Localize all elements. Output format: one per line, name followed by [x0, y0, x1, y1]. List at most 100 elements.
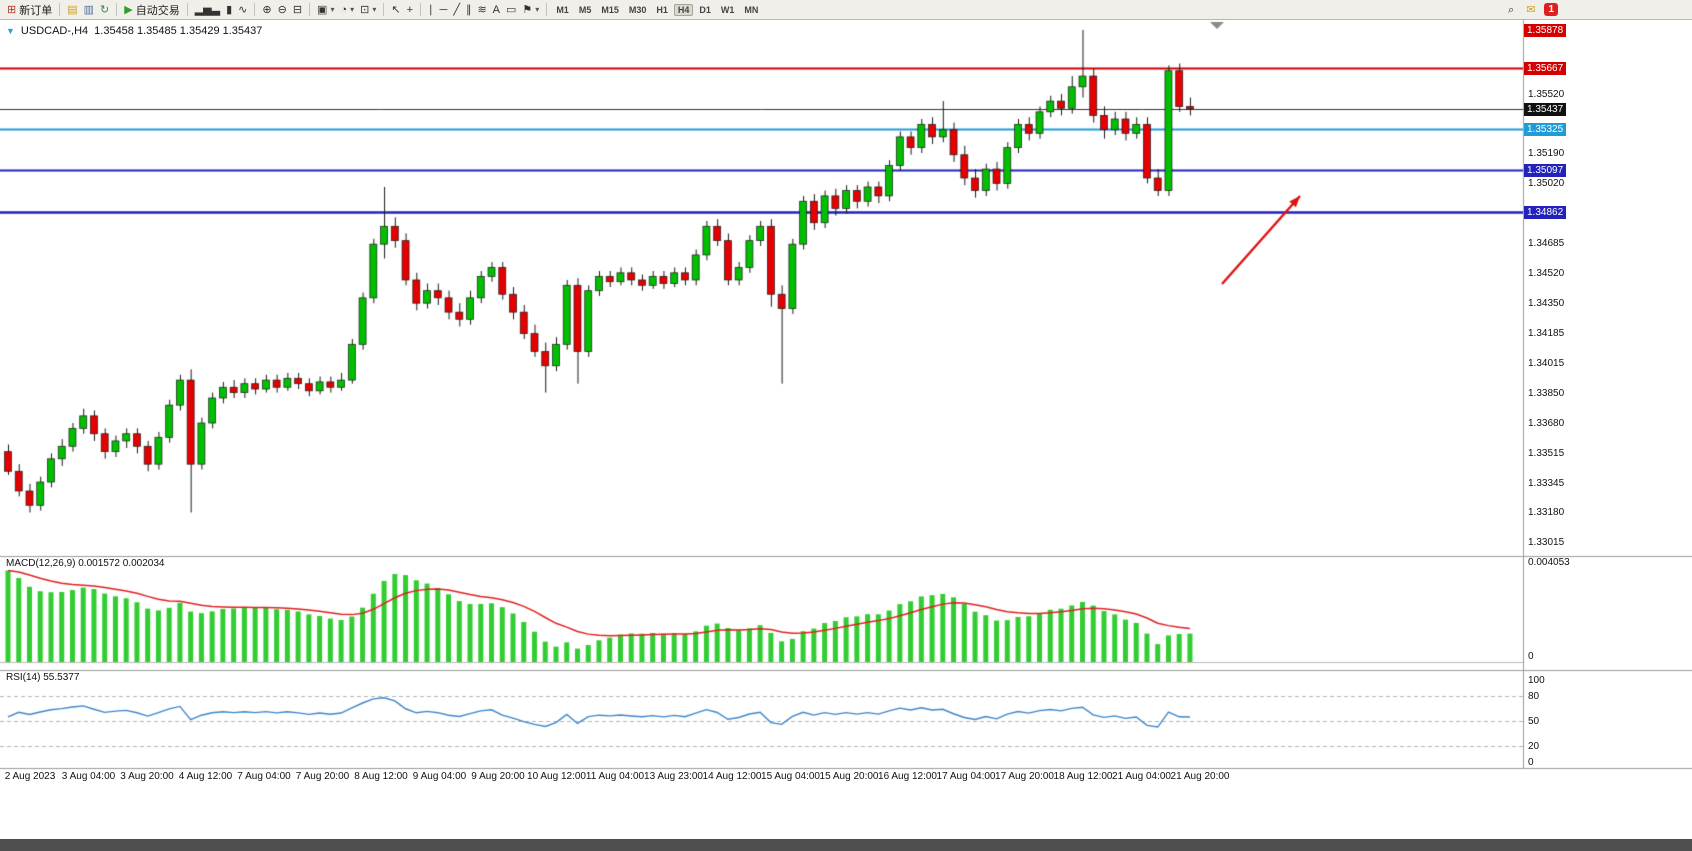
new-chart-dropdown[interactable]: ▣ ▾	[314, 2, 337, 18]
price-axis-tick: 1.34185	[1528, 327, 1565, 339]
line-chart-icon: ∿	[238, 3, 248, 16]
collapse-arrow-icon[interactable]: ▼	[6, 26, 15, 36]
tile-windows-icon[interactable]: ⊟	[290, 2, 305, 18]
candlestick-chart-icon[interactable]: ▮	[223, 2, 235, 18]
timeframe-h4[interactable]: H4	[673, 3, 694, 16]
refresh-icon: ↻	[100, 3, 110, 16]
toolbar-separator	[309, 3, 311, 16]
price-tag: 1.35325	[1524, 122, 1567, 136]
price-axis-tick: 1.33180	[1528, 507, 1565, 519]
toolbar-separator	[546, 3, 548, 16]
new-order-button[interactable]: ⊞ 新订单	[4, 2, 55, 18]
time-axis-label: 21 Aug 20:00	[1170, 771, 1230, 782]
search-icon: ⌕	[1508, 3, 1515, 16]
market-watch-icon[interactable]: ▤	[64, 2, 80, 18]
candlestick-chart-icon: ▮	[226, 3, 233, 16]
toolbar-right-group: ⌕ ✉ 1	[1505, 2, 1688, 18]
auto-trading-button[interactable]: ▶ 自动交易	[121, 2, 182, 18]
period-dropdown[interactable]: ◔ ▾	[337, 2, 357, 18]
toolbar-separator	[59, 3, 61, 16]
toolbar-separator	[116, 3, 118, 16]
macd-indicator-label: MACD(12,26,9) 0.001572 0.002034	[6, 558, 165, 569]
time-axis-label: 15 Aug 20:00	[819, 771, 879, 782]
rsi-axis-label: 100	[1528, 675, 1545, 686]
chevron-down-icon: ▾	[350, 5, 355, 14]
new-order-button-label: 新订单	[19, 4, 53, 17]
chevron-down-icon: ▾	[372, 5, 377, 14]
macd-axis-max: 0.004053	[1528, 557, 1570, 568]
price-axis-tick: 1.34685	[1528, 238, 1565, 250]
price-tag: 1.35667	[1524, 61, 1567, 75]
notifications-icon[interactable]: ✉	[1523, 2, 1538, 18]
vertical-line-tool[interactable]: ∣	[425, 2, 437, 18]
timeframe-m5[interactable]: M5	[578, 4, 592, 15]
timeframe-w1[interactable]: W1	[720, 4, 735, 15]
zoom-out-icon[interactable]: ⊖	[275, 2, 290, 18]
bar-chart-icon[interactable]: ▂▅▃	[192, 2, 223, 18]
crosshair-tool[interactable]: +	[404, 2, 416, 18]
line-chart-icon[interactable]: ∿	[235, 2, 250, 18]
tile-windows-icon: ⊟	[292, 3, 303, 16]
new-order-button-icon: ⊞	[7, 3, 17, 16]
chevron-down-icon: ▾	[535, 5, 540, 14]
arrows-dropdown-icon: ⚑	[522, 3, 533, 16]
price-tag: 1.34862	[1524, 205, 1567, 219]
main-toolbar: ⊞ 新订单 ▤ ▥ ↻ ▶ 自动交易 ▂▅▃ ▮ ∿ ⊕ ⊖ ⊟ ▣ ▾ ◔ ▾ ⊡ ▾ ↖ + ∣ ─ ╱ ∥ ≋ A ▭ ⚑ ▾ M1 M…	[0, 0, 1692, 20]
data-window-icon[interactable]: ▥	[81, 2, 97, 18]
channel-tool[interactable]: ∥	[463, 2, 475, 18]
timeframe-m1[interactable]: M1	[556, 4, 569, 15]
toolbar-separator	[383, 3, 385, 16]
rsi-axis-label: 80	[1528, 691, 1540, 703]
notification-badge[interactable]: 1	[1544, 3, 1558, 16]
template-dropdown[interactable]: ⊡ ▾	[357, 2, 379, 18]
symbol-period-label: USDCAD-,H4	[20, 25, 89, 37]
time-axis-label: 3 Aug 20:00	[120, 771, 174, 782]
price-axis-tick: 1.35020	[1528, 178, 1565, 190]
vertical-line-tool-icon: ∣	[428, 3, 434, 16]
timeframe-m15[interactable]: M15	[601, 4, 619, 15]
search-icon[interactable]: ⌕	[1505, 2, 1517, 18]
period-dropdown-icon: ◔	[340, 3, 348, 16]
crosshair-tool-icon: +	[406, 3, 414, 16]
text-tool[interactable]: A	[490, 2, 503, 18]
fibonacci-tool[interactable]: ≋	[474, 2, 489, 18]
time-axis-label: 8 Aug 12:00	[354, 771, 408, 782]
price-tag: 1.35437	[1524, 102, 1567, 116]
zoom-out-icon: ⊖	[277, 3, 287, 16]
time-axis-label: 17 Aug 04:00	[936, 771, 996, 782]
time-axis-label: 2 Aug 2023	[4, 771, 56, 782]
arrows-dropdown[interactable]: ⚑ ▾	[519, 2, 542, 18]
horizontal-line-tool[interactable]: ─	[437, 2, 451, 18]
price-axis-tick: 1.34015	[1528, 358, 1565, 370]
timeframe-m30[interactable]: M30	[628, 4, 647, 15]
rsi-value: 55.5377	[43, 672, 80, 683]
time-axis-label: 13 Aug 23:00	[644, 771, 703, 782]
timeframe-mn[interactable]: MN	[744, 4, 759, 15]
rsi-axis-label: 20	[1528, 740, 1540, 752]
price-axis-tick: 1.33680	[1528, 418, 1565, 430]
horizontal-line-tool-icon: ─	[439, 3, 448, 16]
label-tool[interactable]: ▭	[503, 2, 519, 18]
trendline-tool[interactable]: ╱	[450, 2, 463, 18]
time-axis-label: 9 Aug 20:00	[471, 771, 525, 782]
zoom-in-icon[interactable]: ⊕	[259, 2, 274, 18]
timeframe-h1[interactable]: H1	[656, 4, 668, 15]
ohlc-values-label: 1.35458 1.35485 1.35429 1.35437	[94, 25, 263, 37]
chart-title: ▼ USDCAD-,H4 1.35458 1.35485 1.35429 1.3…	[6, 25, 262, 37]
auto-trading-button-label: 自动交易	[135, 4, 180, 17]
toolbar-separator	[420, 3, 422, 16]
timeframe-d1[interactable]: D1	[699, 4, 711, 15]
price-axis-tick: 1.33345	[1528, 477, 1565, 489]
cursor-tool-icon: ↖	[391, 3, 401, 16]
refresh-icon[interactable]: ↻	[97, 2, 112, 18]
horizontal-scrollbar[interactable]	[0, 839, 1692, 851]
time-axis-label: 21 Aug 04:00	[1112, 771, 1171, 782]
rsi-axis-label: 0	[1528, 757, 1534, 768]
cursor-tool[interactable]: ↖	[388, 2, 403, 18]
zoom-in-icon: ⊕	[262, 3, 272, 16]
market-watch-icon: ▤	[67, 3, 78, 16]
time-axis-label: 4 Aug 12:00	[178, 771, 233, 782]
time-axis-label: 3 Aug 04:00	[61, 771, 116, 782]
